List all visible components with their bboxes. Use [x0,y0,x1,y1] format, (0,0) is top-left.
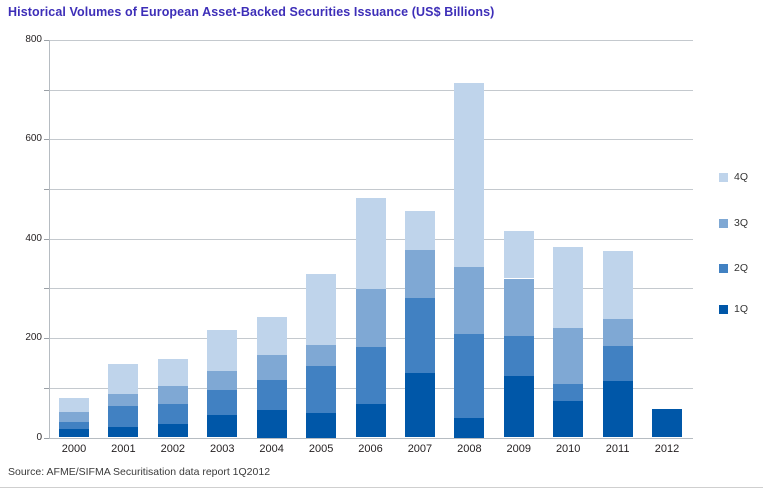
bar-2006-3q [355,288,386,348]
bar-2008-4q [454,83,485,268]
x-axis-label-2006: 2006 [358,443,383,455]
legend-label: 2Q [734,262,749,274]
x-axis-label-2001: 2001 [111,443,136,455]
bar-2001-3q [108,393,139,407]
gridline-700 [49,89,693,91]
bar-2010-1q [553,400,584,438]
bar-2005-3q [306,345,337,366]
y-tick-label: 600 [25,133,42,145]
bar-2006-4q [355,197,386,289]
x-axis-label-2012: 2012 [654,443,680,455]
source-note: Source: AFME/SIFMA Securitisation data r… [8,466,271,478]
x-axis-label-2011: 2011 [605,443,630,455]
y-tick-label: 400 [25,232,42,244]
legend-label: 3Q [734,217,749,229]
y-tick-800 [44,40,49,41]
bar-2004-3q [256,355,287,381]
bar-2007-2q [404,297,435,374]
y-tick-label: 0 [36,431,42,443]
bar-2006-2q [355,347,386,404]
bar-2008-2q [454,333,485,418]
bar-2000-4q [59,398,89,413]
bar-2002-4q [157,359,188,386]
x-axis-label-2009: 2009 [506,443,531,455]
bar-2000-1q [59,428,89,438]
y-tick-500 [44,189,49,191]
y-tick-700 [44,89,49,91]
legend-label: 4Q [734,171,749,183]
bar-2003-4q [207,330,238,371]
legend-swatch-4q [719,172,728,182]
bar-2011-4q [602,251,633,319]
y-tick-100 [44,387,49,389]
bar-2003-2q [207,389,238,415]
x-axis-label-2005: 2005 [308,443,334,455]
gridline-500 [49,189,693,191]
bar-2002-3q [157,385,188,405]
bar-2007-3q [404,249,435,298]
bar-2008-1q [454,417,485,438]
x-axis-line [49,437,693,439]
bar-2001-2q [108,406,139,428]
legend-label: 1Q [734,303,749,315]
bar-2009-4q [503,230,534,279]
legend-swatch-3q [719,218,728,228]
y-tick-0 [44,437,49,439]
bar-2005-4q [306,273,337,346]
bar-2005-1q [306,412,337,438]
bar-2012-1q [652,408,683,438]
bar-2009-2q [503,335,534,377]
bar-2007-4q [404,211,435,250]
y-tick-200 [44,338,49,340]
bar-2004-1q [256,410,287,438]
legend-item-1q: 1Q [719,303,748,315]
x-axis-label-2000: 2000 [61,443,87,455]
bar-2006-1q [355,403,386,438]
x-axis-label-2008: 2008 [457,443,482,455]
y-tick-label: 800 [25,34,42,45]
x-axis-label-2010: 2010 [555,443,581,455]
bar-2011-1q [602,381,633,438]
bottom-divider [0,487,763,488]
legend-swatch-1q [719,304,728,314]
y-tick-300 [44,288,49,290]
bar-2008-3q [454,267,485,334]
x-axis-label-2002: 2002 [160,443,186,455]
bar-2000-3q [59,412,89,423]
legend-item-2q: 2Q [719,262,748,274]
x-axis-label-2004: 2004 [259,443,284,455]
chart-title: Historical Volumes of European Asset-Bac… [8,5,495,19]
bar-2011-3q [602,318,633,346]
x-axis-label-2007: 2007 [407,443,433,455]
bar-2011-2q [602,345,633,382]
bar-2001-1q [108,427,139,438]
bar-2009-1q [503,376,534,438]
bar-2010-4q [553,246,584,329]
bar-2003-3q [207,370,238,390]
legend-swatch-2q [719,263,728,273]
bar-2000-2q [59,422,89,429]
bar-2005-2q [306,365,337,413]
y-tick-label: 200 [25,332,42,344]
bar-2002-1q [157,424,188,438]
bar-2003-1q [207,414,238,438]
bar-2009-3q [503,278,534,336]
y-tick-400 [44,238,49,240]
x-axis-label-2003: 2003 [210,443,235,455]
bar-2010-3q [553,328,584,384]
y-tick-600 [44,139,49,141]
bar-2004-4q [256,316,287,355]
y-axis-line [49,40,50,438]
gridline-800 [49,40,693,41]
legend-item-3q: 3Q [719,217,748,229]
gridline-600 [49,139,693,141]
bar-2002-2q [157,404,188,425]
bar-2001-4q [108,364,139,394]
bar-2010-2q [553,383,584,401]
legend-item-4q: 4Q [719,171,748,183]
bar-2004-2q [256,380,287,411]
bar-2007-1q [404,373,435,438]
